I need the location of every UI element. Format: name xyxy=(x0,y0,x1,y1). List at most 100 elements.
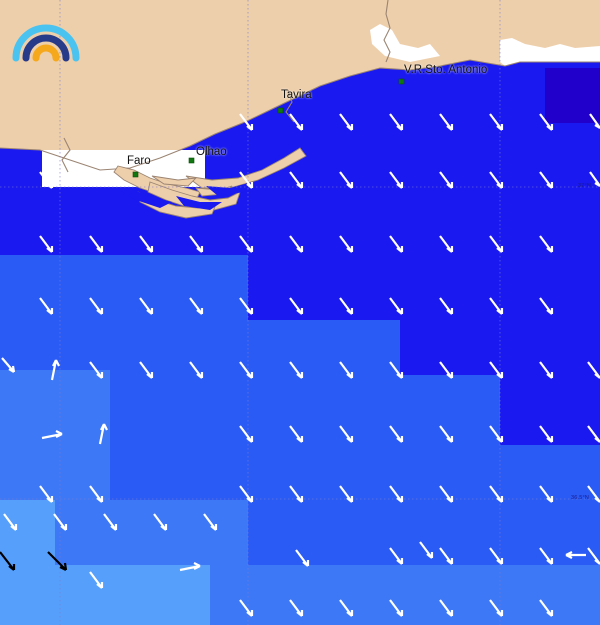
coord-label-lat-365: 36.5°N xyxy=(571,495,590,501)
wind-arrow xyxy=(439,297,454,315)
river-guadiana xyxy=(383,0,391,63)
wind-arrow xyxy=(153,513,168,531)
cell-lightblue-bottom2 xyxy=(55,565,210,625)
wind-arrow xyxy=(587,361,600,379)
wind-arrows xyxy=(1,113,600,617)
wind-arrow xyxy=(1,357,16,373)
wind-arrow xyxy=(539,235,554,253)
city-label-tavira: Tavira xyxy=(281,89,312,101)
wind-arrow xyxy=(239,425,254,443)
wind-arrow xyxy=(289,235,304,253)
wind-arrow xyxy=(589,171,600,187)
wind-arrow-north xyxy=(50,359,60,381)
wind-arrow xyxy=(439,485,454,503)
cell-midblue-bottom-wide xyxy=(210,565,600,625)
wind-arrow xyxy=(339,297,354,315)
wind-arrow xyxy=(489,171,504,189)
wind-arrow xyxy=(389,113,404,131)
wind-arrow xyxy=(587,425,600,443)
wind-arrow xyxy=(539,113,554,131)
wind-arrow xyxy=(189,297,204,315)
wind-arrow xyxy=(89,571,104,589)
wind-arrow xyxy=(489,297,504,315)
wind-arrow xyxy=(289,113,304,131)
wind-arrow xyxy=(39,235,54,253)
lagoon-water-3 xyxy=(206,182,252,196)
wind-arrow xyxy=(439,425,454,443)
wind-arrow xyxy=(389,425,404,443)
wind-arrow xyxy=(389,171,404,189)
wind-arrow xyxy=(39,485,54,503)
wind-arrow xyxy=(139,235,154,253)
wind-arrow xyxy=(89,485,104,503)
wind-arrow xyxy=(139,297,154,315)
wind-arrow xyxy=(339,599,354,617)
wind-arrow xyxy=(489,425,504,443)
wind-arrow xyxy=(239,361,254,379)
wind-arrow xyxy=(103,513,118,531)
wind-arrow xyxy=(489,547,504,565)
wind-arrow xyxy=(419,541,434,559)
wind-arrow xyxy=(39,171,54,189)
cell-midblue-bottom-strip xyxy=(55,500,248,565)
arrow-row-1 xyxy=(239,113,600,131)
city-label-faro: Faro xyxy=(127,155,151,167)
wind-arrow xyxy=(239,297,254,315)
wind-arrow xyxy=(239,485,254,503)
wind-arrow xyxy=(539,361,554,379)
wind-arrow xyxy=(203,513,218,531)
wind-arrow xyxy=(289,297,304,315)
wind-arrow xyxy=(439,361,454,379)
wind-arrow xyxy=(439,235,454,253)
arrow-row-3 xyxy=(39,235,554,253)
wind-arrow xyxy=(89,297,104,315)
wind-arrow xyxy=(239,113,254,131)
wind-arrow xyxy=(587,547,600,565)
wind-arrow xyxy=(489,485,504,503)
coast-main-line xyxy=(0,59,600,171)
wind-arrow xyxy=(289,171,304,189)
wind-arrow xyxy=(587,485,600,503)
wind-arrow xyxy=(489,361,504,379)
wind-arrow xyxy=(295,549,310,567)
wind-arrow-west xyxy=(565,551,586,559)
city-marker-vrsa xyxy=(398,78,405,85)
city-marker-faro xyxy=(132,171,139,178)
wind-arrow xyxy=(339,113,354,131)
wind-arrow xyxy=(389,235,404,253)
wind-arrow xyxy=(239,235,254,253)
wind-arrow xyxy=(339,425,354,443)
coord-label-lat-37: 37°N xyxy=(578,183,592,189)
wind-arrow xyxy=(289,485,304,503)
wind-arrow xyxy=(339,361,354,379)
wind-arrow xyxy=(3,513,18,531)
wind-arrow xyxy=(289,599,304,617)
arrow-row-6 xyxy=(41,423,600,445)
city-label-olhao: Olhao xyxy=(196,146,227,158)
wind-arrow-north xyxy=(98,423,108,445)
coastline-detail xyxy=(0,0,600,173)
wind-arrow-dark xyxy=(47,551,68,571)
wind-arrow xyxy=(139,361,154,379)
city-label-vrsa: V.R.Sto. Antonio xyxy=(404,64,488,76)
wind-arrow-east xyxy=(179,562,201,572)
wind-arrow xyxy=(489,235,504,253)
lagoon-water xyxy=(122,182,252,210)
arrow-row-7 xyxy=(39,485,600,503)
wind-arrow xyxy=(339,171,354,189)
arrow-row-2 xyxy=(39,171,600,189)
wind-arrow xyxy=(389,599,404,617)
wind-arrow xyxy=(339,485,354,503)
river-inlet-tavira xyxy=(285,89,295,123)
wind-arrow-east xyxy=(41,430,63,440)
wind-arrow xyxy=(539,425,554,443)
arrow-row-4 xyxy=(39,297,554,315)
wind-arrow xyxy=(389,485,404,503)
wind-arrow xyxy=(39,297,54,315)
lagoon-water-1 xyxy=(122,188,172,208)
wind-arrow xyxy=(239,599,254,617)
city-marker-tavira xyxy=(277,107,284,114)
wind-arrow xyxy=(539,297,554,315)
